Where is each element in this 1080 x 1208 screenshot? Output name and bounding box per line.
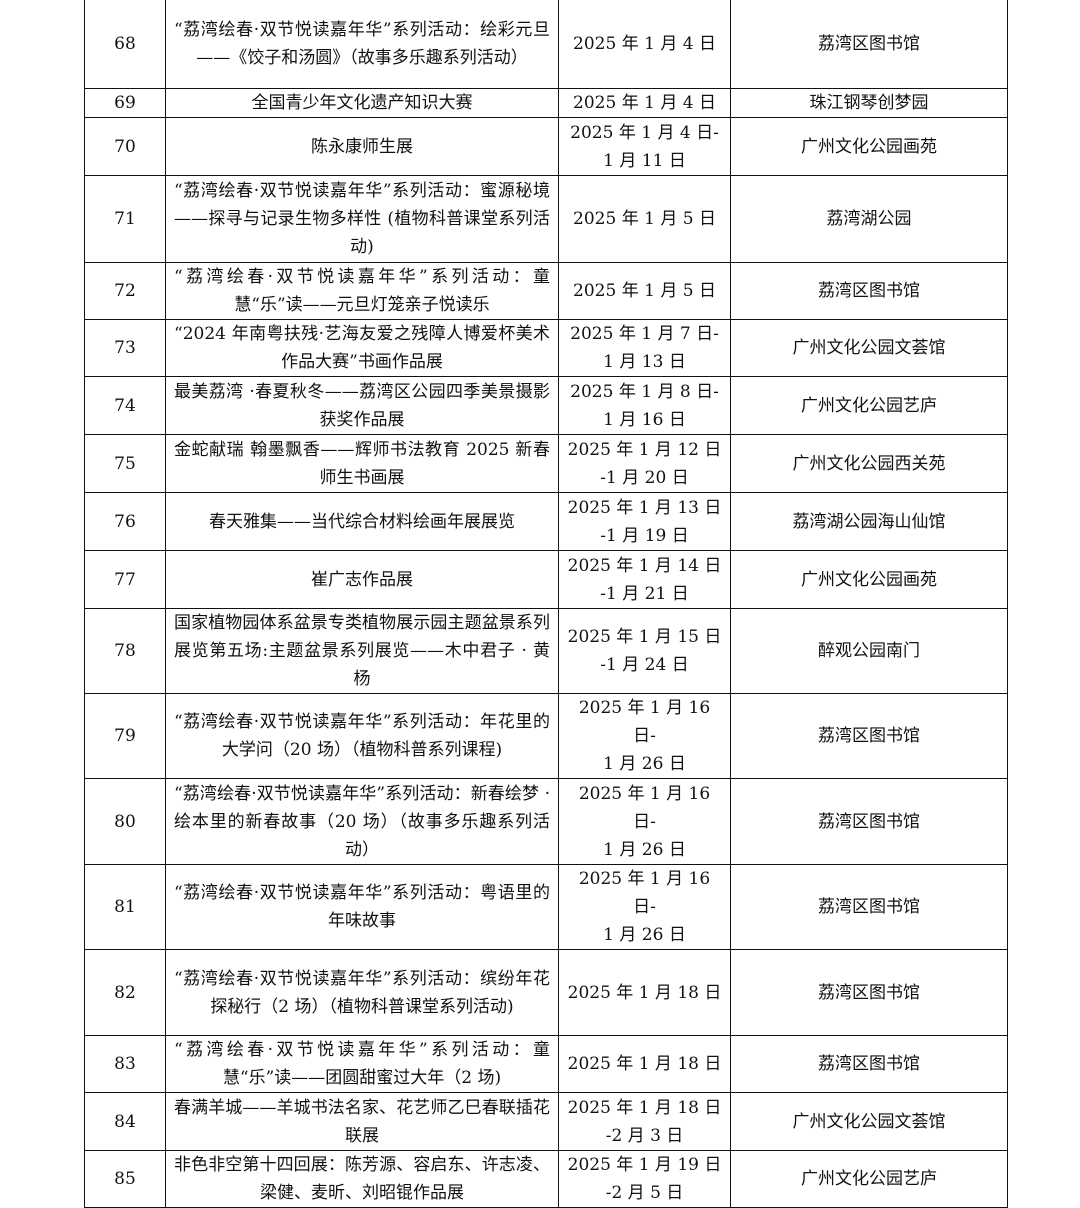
table-row: 82 “荔湾绘春·双节悦读嘉年华”系列活动：缤纷年花探秘行（2 场）（植物科普课堂… xyxy=(84,949,1008,1036)
activity-name: 春天雅集——当代综合材料绘画年展展览 xyxy=(165,492,559,551)
activity-venue: 荔湾区图书馆 xyxy=(730,949,1008,1036)
activity-venue: 广州文化公园艺庐 xyxy=(730,376,1008,435)
row-number: 79 xyxy=(84,693,166,779)
activity-date: 2025 年 1 月 18 日 -2 月 3 日 xyxy=(558,1092,731,1151)
table-row: 76 春天雅集——当代综合材料绘画年展展览 2025 年 1 月 13 日 -1 月… xyxy=(84,492,1008,551)
activity-date: 2025 年 1 月 4 日 xyxy=(558,88,731,118)
activity-venue: 广州文化公园文荟馆 xyxy=(730,319,1008,377)
activity-date: 2025 年 1 月 14 日 -1 月 21 日 xyxy=(558,550,731,609)
table-row: 74 最美荔湾 ·春夏秋冬——荔湾区公园四季美景摄影获奖作品展 2025 年 1 月… xyxy=(84,376,1008,435)
activity-venue: 广州文化公园画苑 xyxy=(730,550,1008,609)
row-number: 80 xyxy=(84,778,166,865)
table-row: 69 全国青少年文化遗产知识大赛 2025 年 1 月 4 日珠江钢琴创梦园 xyxy=(84,88,1008,118)
row-number: 68 xyxy=(84,0,166,89)
activity-venue: 荔湾区图书馆 xyxy=(730,778,1008,865)
activity-date: 2025 年 1 月 16 日- 1 月 26 日 xyxy=(558,864,731,950)
table-row: 68 “荔湾绘春·双节悦读嘉年华”系列活动：绘彩元旦——《饺子和汤圆》（故事多乐趣… xyxy=(84,0,1008,89)
activity-name: 全国青少年文化遗产知识大赛 xyxy=(165,88,559,118)
row-number: 69 xyxy=(84,88,166,118)
table-row: 71 “荔湾绘春·双节悦读嘉年华”系列活动：蜜源秘境——探寻与记录生物多样性 (植… xyxy=(84,175,1008,263)
activity-name: “荔湾绘春·双节悦读嘉年华”系列活动：年花里的大学问（20 场）（植物科普系列课… xyxy=(165,693,559,779)
activity-date: 2025 年 1 月 8 日- 1 月 16 日 xyxy=(558,376,731,435)
row-number: 70 xyxy=(84,117,166,176)
activity-name: “荔湾绘春·双节悦读嘉年华”系列活动：新春绘梦 · 绘本里的新春故事（20 场）… xyxy=(165,778,559,865)
activity-date: 2025 年 1 月 4 日- 1 月 11 日 xyxy=(558,117,731,176)
activity-date: 2025 年 1 月 4 日 xyxy=(558,0,731,89)
row-number: 83 xyxy=(84,1035,166,1093)
activity-name: 国家植物园体系盆景专类植物展示园主题盆景系列展览第五场:主题盆景系列展览——木中… xyxy=(165,608,559,694)
activity-venue: 荔湾区图书馆 xyxy=(730,262,1008,320)
activity-date: 2025 年 1 月 7 日- 1 月 13 日 xyxy=(558,319,731,377)
activity-name: 崔广志作品展 xyxy=(165,550,559,609)
row-number: 84 xyxy=(84,1092,166,1151)
row-number: 75 xyxy=(84,434,166,493)
activity-name: “荔湾绘春·双节悦读嘉年华”系列活动：缤纷年花探秘行（2 场）（植物科普课堂系列… xyxy=(165,949,559,1036)
row-number: 85 xyxy=(84,1150,166,1208)
activity-date: 2025 年 1 月 5 日 xyxy=(558,262,731,320)
activity-name: “荔湾绘春·双节悦读嘉年华”系列活动：粤语里的年味故事 xyxy=(165,864,559,950)
activity-venue: 珠江钢琴创梦园 xyxy=(730,88,1008,118)
activity-date: 2025 年 1 月 16 日- 1 月 26 日 xyxy=(558,778,731,865)
row-number: 76 xyxy=(84,492,166,551)
table-row: 75 金蛇献瑞 翰墨飘香——辉师书法教育 2025 新春师生书画展 2025 年 1… xyxy=(84,434,1008,493)
activity-venue: 广州文化公园画苑 xyxy=(730,117,1008,176)
table-row: 72 “荔湾绘春·双节悦读嘉年华”系列活动：童慧“乐”读——元旦灯笼亲子悦读乐 20… xyxy=(84,262,1008,320)
events-table: 68 “荔湾绘春·双节悦读嘉年华”系列活动：绘彩元旦——《饺子和汤圆》（故事多乐趣… xyxy=(84,0,1008,1208)
activity-date: 2025 年 1 月 12 日 -1 月 20 日 xyxy=(558,434,731,493)
activity-venue: 醉观公园南门 xyxy=(730,608,1008,694)
table-row: 83 “荔湾绘春·双节悦读嘉年华”系列活动：童慧“乐”读——团圆甜蜜过大年（2 场… xyxy=(84,1035,1008,1093)
table-row: 78 国家植物园体系盆景专类植物展示园主题盆景系列展览第五场:主题盆景系列展览——… xyxy=(84,608,1008,694)
activity-date: 2025 年 1 月 15 日 -1 月 24 日 xyxy=(558,608,731,694)
activity-date: 2025 年 1 月 18 日 xyxy=(558,949,731,1036)
activity-venue: 荔湾区图书馆 xyxy=(730,0,1008,89)
table-row: 73 “2024 年南粤扶残·艺海友爱之残障人博爱杯美术作品大赛”书画作品展 202… xyxy=(84,319,1008,377)
activity-date: 2025 年 1 月 13 日 -1 月 19 日 xyxy=(558,492,731,551)
activity-name: 陈永康师生展 xyxy=(165,117,559,176)
table-row: 79 “荔湾绘春·双节悦读嘉年华”系列活动：年花里的大学问（20 场）（植物科普系… xyxy=(84,693,1008,779)
row-number: 71 xyxy=(84,175,166,263)
activity-venue: 荔湾湖公园 xyxy=(730,175,1008,263)
row-number: 77 xyxy=(84,550,166,609)
table-row: 84 春满羊城——羊城书法名家、花艺师乙巳春联插花联展 2025 年 1 月 18 … xyxy=(84,1092,1008,1151)
activity-name: “荔湾绘春·双节悦读嘉年华”系列活动：绘彩元旦——《饺子和汤圆》（故事多乐趣系列… xyxy=(165,0,559,89)
activity-venue: 荔湾区图书馆 xyxy=(730,1035,1008,1093)
row-number: 81 xyxy=(84,864,166,950)
row-number: 72 xyxy=(84,262,166,320)
activity-venue: 广州文化公园西关苑 xyxy=(730,434,1008,493)
activity-name: 金蛇献瑞 翰墨飘香——辉师书法教育 2025 新春师生书画展 xyxy=(165,434,559,493)
row-number: 73 xyxy=(84,319,166,377)
activity-date: 2025 年 1 月 19 日 -2 月 5 日 xyxy=(558,1150,731,1208)
activity-date: 2025 年 1 月 16 日- 1 月 26 日 xyxy=(558,693,731,779)
activity-name: 最美荔湾 ·春夏秋冬——荔湾区公园四季美景摄影获奖作品展 xyxy=(165,376,559,435)
row-number: 82 xyxy=(84,949,166,1036)
activity-name: “2024 年南粤扶残·艺海友爱之残障人博爱杯美术作品大赛”书画作品展 xyxy=(165,319,559,377)
activity-date: 2025 年 1 月 5 日 xyxy=(558,175,731,263)
table-row: 80 “荔湾绘春·双节悦读嘉年华”系列活动：新春绘梦 · 绘本里的新春故事（20 … xyxy=(84,778,1008,865)
table-row: 77 崔广志作品展 2025 年 1 月 14 日 -1 月 21 日广州文化公园画… xyxy=(84,550,1008,609)
activity-name: 非色非空第十四回展：陈芳源、容启东、许志凌、梁健、麦昕、刘昭锟作品展 xyxy=(165,1150,559,1208)
activity-venue: 广州文化公园艺庐 xyxy=(730,1150,1008,1208)
activity-name: “荔湾绘春·双节悦读嘉年华”系列活动：童慧“乐”读——团圆甜蜜过大年（2 场) xyxy=(165,1035,559,1093)
activity-name: “荔湾绘春·双节悦读嘉年华”系列活动：蜜源秘境——探寻与记录生物多样性 (植物科… xyxy=(165,175,559,263)
activity-venue: 广州文化公园文荟馆 xyxy=(730,1092,1008,1151)
activity-venue: 荔湾区图书馆 xyxy=(730,864,1008,950)
table-row: 70 陈永康师生展 2025 年 1 月 4 日- 1 月 11 日广州文化公园画苑 xyxy=(84,117,1008,176)
activity-name: 春满羊城——羊城书法名家、花艺师乙巳春联插花联展 xyxy=(165,1092,559,1151)
activity-venue: 荔湾湖公园海山仙馆 xyxy=(730,492,1008,551)
table-row: 85 非色非空第十四回展：陈芳源、容启东、许志凌、梁健、麦昕、刘昭锟作品展 2025… xyxy=(84,1150,1008,1208)
activity-venue: 荔湾区图书馆 xyxy=(730,693,1008,779)
row-number: 78 xyxy=(84,608,166,694)
activity-name: “荔湾绘春·双节悦读嘉年华”系列活动：童慧“乐”读——元旦灯笼亲子悦读乐 xyxy=(165,262,559,320)
activity-date: 2025 年 1 月 18 日 xyxy=(558,1035,731,1093)
table-row: 81 “荔湾绘春·双节悦读嘉年华”系列活动：粤语里的年味故事 2025 年 1 月 … xyxy=(84,864,1008,950)
row-number: 74 xyxy=(84,376,166,435)
